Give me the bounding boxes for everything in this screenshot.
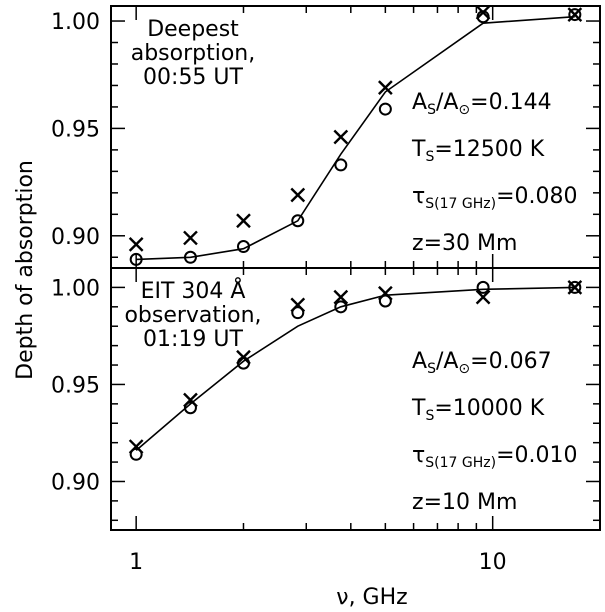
cross-point: [475, 5, 491, 20]
param-label: z=10 Mm: [412, 490, 517, 515]
panel-title-line: absorption,: [131, 41, 256, 66]
model-curve: [135, 286, 575, 452]
cross-stroke: [236, 213, 251, 229]
circle-point: [568, 8, 582, 22]
cross-point: [290, 297, 306, 313]
cross-point: [475, 289, 491, 305]
cross-point: [128, 439, 144, 454]
panel-title-line: Deepest: [147, 17, 239, 42]
cross-stroke: [475, 5, 491, 20]
y-tick-label: 1.00: [51, 10, 100, 35]
cross-stroke: [128, 439, 144, 454]
param-label: AS/A⊙=0.144: [412, 90, 552, 118]
y-tick-label: 0.95: [51, 117, 100, 142]
cross-stroke: [290, 297, 306, 313]
param-label: z=30 Mm: [412, 231, 517, 256]
cross-stroke: [475, 289, 491, 305]
panel-title-line: 00:55 UT: [143, 65, 243, 90]
panel-title-line: 01:19 UT: [143, 327, 243, 352]
panel-title-line: observation,: [124, 303, 261, 328]
circle-point: [378, 102, 392, 116]
top-panel-marks: [128, 5, 583, 266]
cross-stroke: [290, 187, 306, 203]
circle-point: [476, 280, 490, 294]
cross-stroke: [333, 289, 349, 305]
cross-point: [567, 7, 583, 22]
circle-point: [334, 158, 348, 172]
param-label: AS/A⊙=0.067: [412, 349, 552, 377]
cross-stroke: [128, 237, 144, 252]
cross-point: [290, 187, 306, 203]
bottom-panel-ticks: 0.90 0.95 1.00: [51, 276, 600, 522]
y-axis-title: Depth of absorption: [13, 160, 38, 380]
circle-point: [334, 300, 348, 314]
cross-stroke: [183, 230, 198, 246]
cross-point: [378, 80, 393, 95]
bottom-panel-marks: [128, 280, 583, 461]
cross-point: [378, 285, 393, 301]
y-tick-label: 0.90: [51, 470, 100, 495]
cross-stroke: [236, 349, 251, 365]
cross-point: [236, 349, 251, 365]
param-label: TS=12500 K: [411, 137, 545, 165]
cross-stroke: [333, 129, 349, 145]
bottom-panel: 0.90 0.95 1.00 EIT 304 Åobservation,01:19 …: [51, 276, 600, 522]
circle-point: [291, 306, 305, 320]
param-label: TS=10000 K: [411, 396, 545, 424]
cross-stroke: [183, 392, 198, 408]
param-label: τS(17 GHz)=0.080: [412, 184, 577, 212]
cross-point: [183, 392, 198, 408]
panel-title-line: EIT 304 Å: [141, 277, 246, 304]
cross-stroke: [378, 80, 393, 95]
x-tick-label: 1: [129, 550, 143, 575]
cross-stroke: [378, 285, 393, 301]
cross-point: [567, 280, 583, 295]
y-tick-label: 0.90: [51, 225, 100, 250]
param-label: τS(17 GHz)=0.010: [412, 443, 577, 471]
cross-stroke: [567, 7, 583, 22]
x-tick-label: 10: [479, 550, 507, 575]
top-panel-ticks: 0.90 0.95 1.00: [51, 10, 600, 259]
x-axis-title: ν, GHz: [336, 585, 407, 610]
cross-stroke: [567, 280, 583, 295]
cross-point: [128, 237, 144, 252]
model-curve: [136, 15, 575, 261]
y-tick-label: 0.95: [51, 373, 100, 398]
cross-point: [333, 129, 349, 145]
y-tick-label: 1.00: [51, 276, 100, 301]
cross-point: [183, 230, 198, 246]
circle-point: [291, 214, 305, 228]
x-axis: 1 10: [110, 5, 601, 575]
cross-point: [333, 289, 349, 305]
cross-point: [236, 213, 251, 229]
circle-point: [129, 447, 143, 461]
